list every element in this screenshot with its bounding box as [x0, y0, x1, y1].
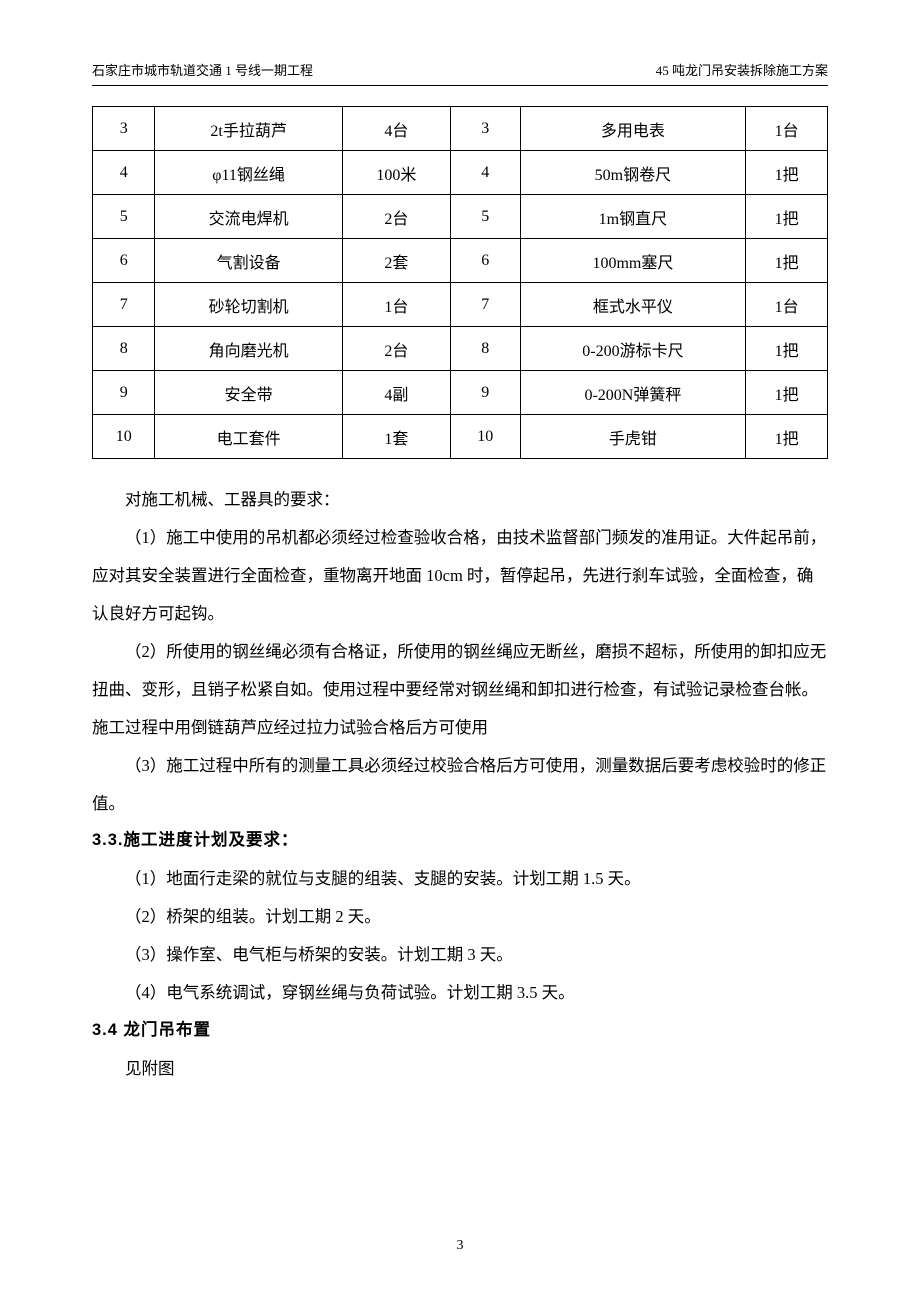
table-cell: 10 [93, 415, 155, 459]
table-cell: φ11钢丝绳 [155, 151, 342, 195]
requirement-3: （3）施工过程中所有的测量工具必须经过校验合格后方可使用，测量数据后要考虑校验时… [92, 747, 828, 823]
table-cell: 框式水平仪 [520, 283, 746, 327]
header-right: 45 吨龙门吊安装拆除施工方案 [656, 60, 828, 79]
table-cell: 4台 [342, 107, 450, 151]
table-cell: 砂轮切割机 [155, 283, 342, 327]
schedule-item-2: （2）桥架的组装。计划工期 2 天。 [92, 898, 828, 936]
table-cell: 2t手拉葫芦 [155, 107, 342, 151]
table-cell: 手虎钳 [520, 415, 746, 459]
header-left: 石家庄市城市轨道交通 1 号线一期工程 [92, 60, 313, 79]
body-text: 对施工机械、工器具的要求： （1）施工中使用的吊机都必须经过检查验收合格，由技术… [92, 481, 828, 1088]
table-cell: 0-200N弹簧秤 [520, 371, 746, 415]
table-cell: 交流电焊机 [155, 195, 342, 239]
table-cell: 1套 [342, 415, 450, 459]
table-cell: 1把 [746, 151, 828, 195]
table-cell: 9 [450, 371, 520, 415]
equipment-table: 32t手拉葫芦4台3多用电表1台4φ11钢丝绳100米450m钢卷尺1把5交流电… [92, 106, 828, 459]
table-cell: 2台 [342, 195, 450, 239]
table-cell: 8 [450, 327, 520, 371]
table-cell: 1把 [746, 195, 828, 239]
requirement-2: （2）所使用的钢丝绳必须有合格证，所使用的钢丝绳应无断丝，磨损不超标，所使用的卸… [92, 633, 828, 747]
table-cell: 100mm塞尺 [520, 239, 746, 283]
table-cell: 7 [450, 283, 520, 327]
table-cell: 5 [450, 195, 520, 239]
table-cell: 角向磨光机 [155, 327, 342, 371]
table-cell: 4 [450, 151, 520, 195]
table-cell: 4 [93, 151, 155, 195]
table-cell: 多用电表 [520, 107, 746, 151]
schedule-item-1: （1）地面行走梁的就位与支腿的组装、支腿的安装。计划工期 1.5 天。 [92, 860, 828, 898]
table-cell: 2台 [342, 327, 450, 371]
table-cell: 100米 [342, 151, 450, 195]
table-cell: 1把 [746, 239, 828, 283]
table-cell: 5 [93, 195, 155, 239]
page-header: 石家庄市城市轨道交通 1 号线一期工程 45 吨龙门吊安装拆除施工方案 [92, 60, 828, 86]
table-row: 10电工套件1套10手虎钳1把 [93, 415, 828, 459]
section-3-4-title: 3.4 龙门吊布置 [92, 1012, 828, 1050]
table-cell: 1台 [746, 107, 828, 151]
section-3-4-body: 见附图 [92, 1050, 828, 1088]
schedule-item-4: （4）电气系统调试，穿钢丝绳与负荷试验。计划工期 3.5 天。 [92, 974, 828, 1012]
table-cell: 6 [93, 239, 155, 283]
table-cell: 1把 [746, 371, 828, 415]
table-cell: 3 [450, 107, 520, 151]
table-row: 7砂轮切割机1台7框式水平仪1台 [93, 283, 828, 327]
requirements-intro: 对施工机械、工器具的要求： [92, 481, 828, 519]
table-row: 8角向磨光机2台80-200游标卡尺1把 [93, 327, 828, 371]
page-number: 3 [0, 1238, 920, 1254]
table-cell: 气割设备 [155, 239, 342, 283]
requirement-1: （1）施工中使用的吊机都必须经过检查验收合格，由技术监督部门频发的准用证。大件起… [92, 519, 828, 633]
table-row: 5交流电焊机2台51m钢直尺1把 [93, 195, 828, 239]
schedule-item-3: （3）操作室、电气柜与桥架的安装。计划工期 3 天。 [92, 936, 828, 974]
table-cell: 4副 [342, 371, 450, 415]
table-row: 4φ11钢丝绳100米450m钢卷尺1把 [93, 151, 828, 195]
table-cell: 6 [450, 239, 520, 283]
table-cell: 1把 [746, 415, 828, 459]
table-row: 9安全带4副90-200N弹簧秤1把 [93, 371, 828, 415]
table-row: 6气割设备2套6100mm塞尺1把 [93, 239, 828, 283]
table-cell: 3 [93, 107, 155, 151]
section-3-3-title: 3.3.施工进度计划及要求： [92, 822, 828, 860]
table-cell: 2套 [342, 239, 450, 283]
table-cell: 1m钢直尺 [520, 195, 746, 239]
table-row: 32t手拉葫芦4台3多用电表1台 [93, 107, 828, 151]
table-cell: 1台 [342, 283, 450, 327]
table-cell: 50m钢卷尺 [520, 151, 746, 195]
table-cell: 0-200游标卡尺 [520, 327, 746, 371]
table-cell: 9 [93, 371, 155, 415]
page: 石家庄市城市轨道交通 1 号线一期工程 45 吨龙门吊安装拆除施工方案 32t手… [0, 0, 920, 1302]
table-cell: 电工套件 [155, 415, 342, 459]
table-cell: 1台 [746, 283, 828, 327]
table-cell: 7 [93, 283, 155, 327]
table-cell: 8 [93, 327, 155, 371]
table-cell: 安全带 [155, 371, 342, 415]
table-cell: 10 [450, 415, 520, 459]
table-cell: 1把 [746, 327, 828, 371]
